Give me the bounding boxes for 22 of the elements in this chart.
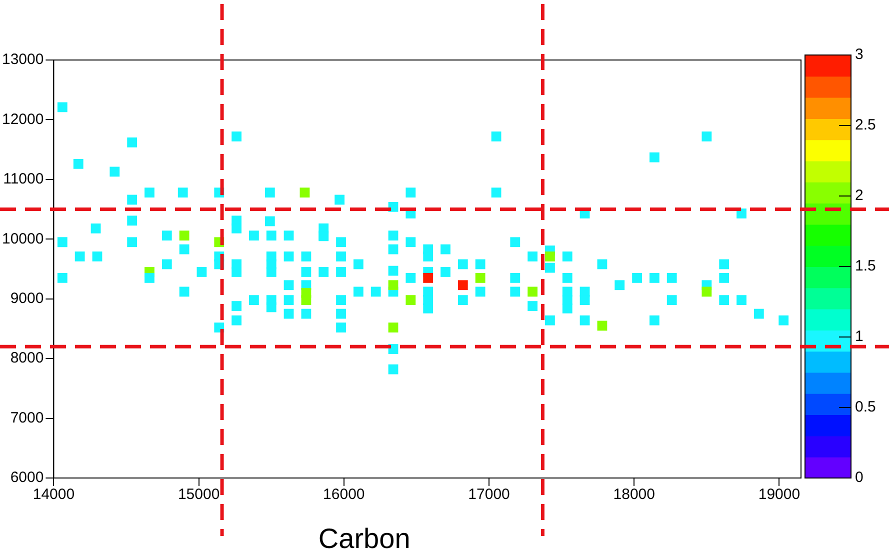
color-bar-label: 2 <box>855 187 864 204</box>
color-bar-label: 0 <box>855 469 864 486</box>
x-tick-label: 18000 <box>613 486 655 504</box>
y-tick-label: 12000 <box>2 110 44 128</box>
x-tick-label: 17000 <box>468 486 510 504</box>
color-bar-label: 0.5 <box>855 398 876 416</box>
y-tick-label: 8000 <box>10 350 44 367</box>
color-bar-label: 3 <box>855 46 864 64</box>
color-bar-label: 2.5 <box>855 116 876 134</box>
y-tick-label: 9000 <box>10 290 44 307</box>
x-axis-title: Carbon <box>318 523 410 554</box>
color-bar-label: 1.5 <box>855 258 876 275</box>
x-tick-label: 15000 <box>178 486 220 504</box>
x-tick-label: 16000 <box>323 486 365 504</box>
y-tick-label: 7000 <box>10 409 44 426</box>
color-bar-label: 1 <box>855 328 864 346</box>
x-tick-label: 19000 <box>758 486 800 504</box>
x-tick-label: 14000 <box>32 486 75 504</box>
y-tick-label: 10000 <box>2 230 44 248</box>
y-tick-label: 6000 <box>10 469 44 486</box>
y-tick-label: 11000 <box>3 170 44 188</box>
y-tick-label: 13000 <box>2 51 44 68</box>
